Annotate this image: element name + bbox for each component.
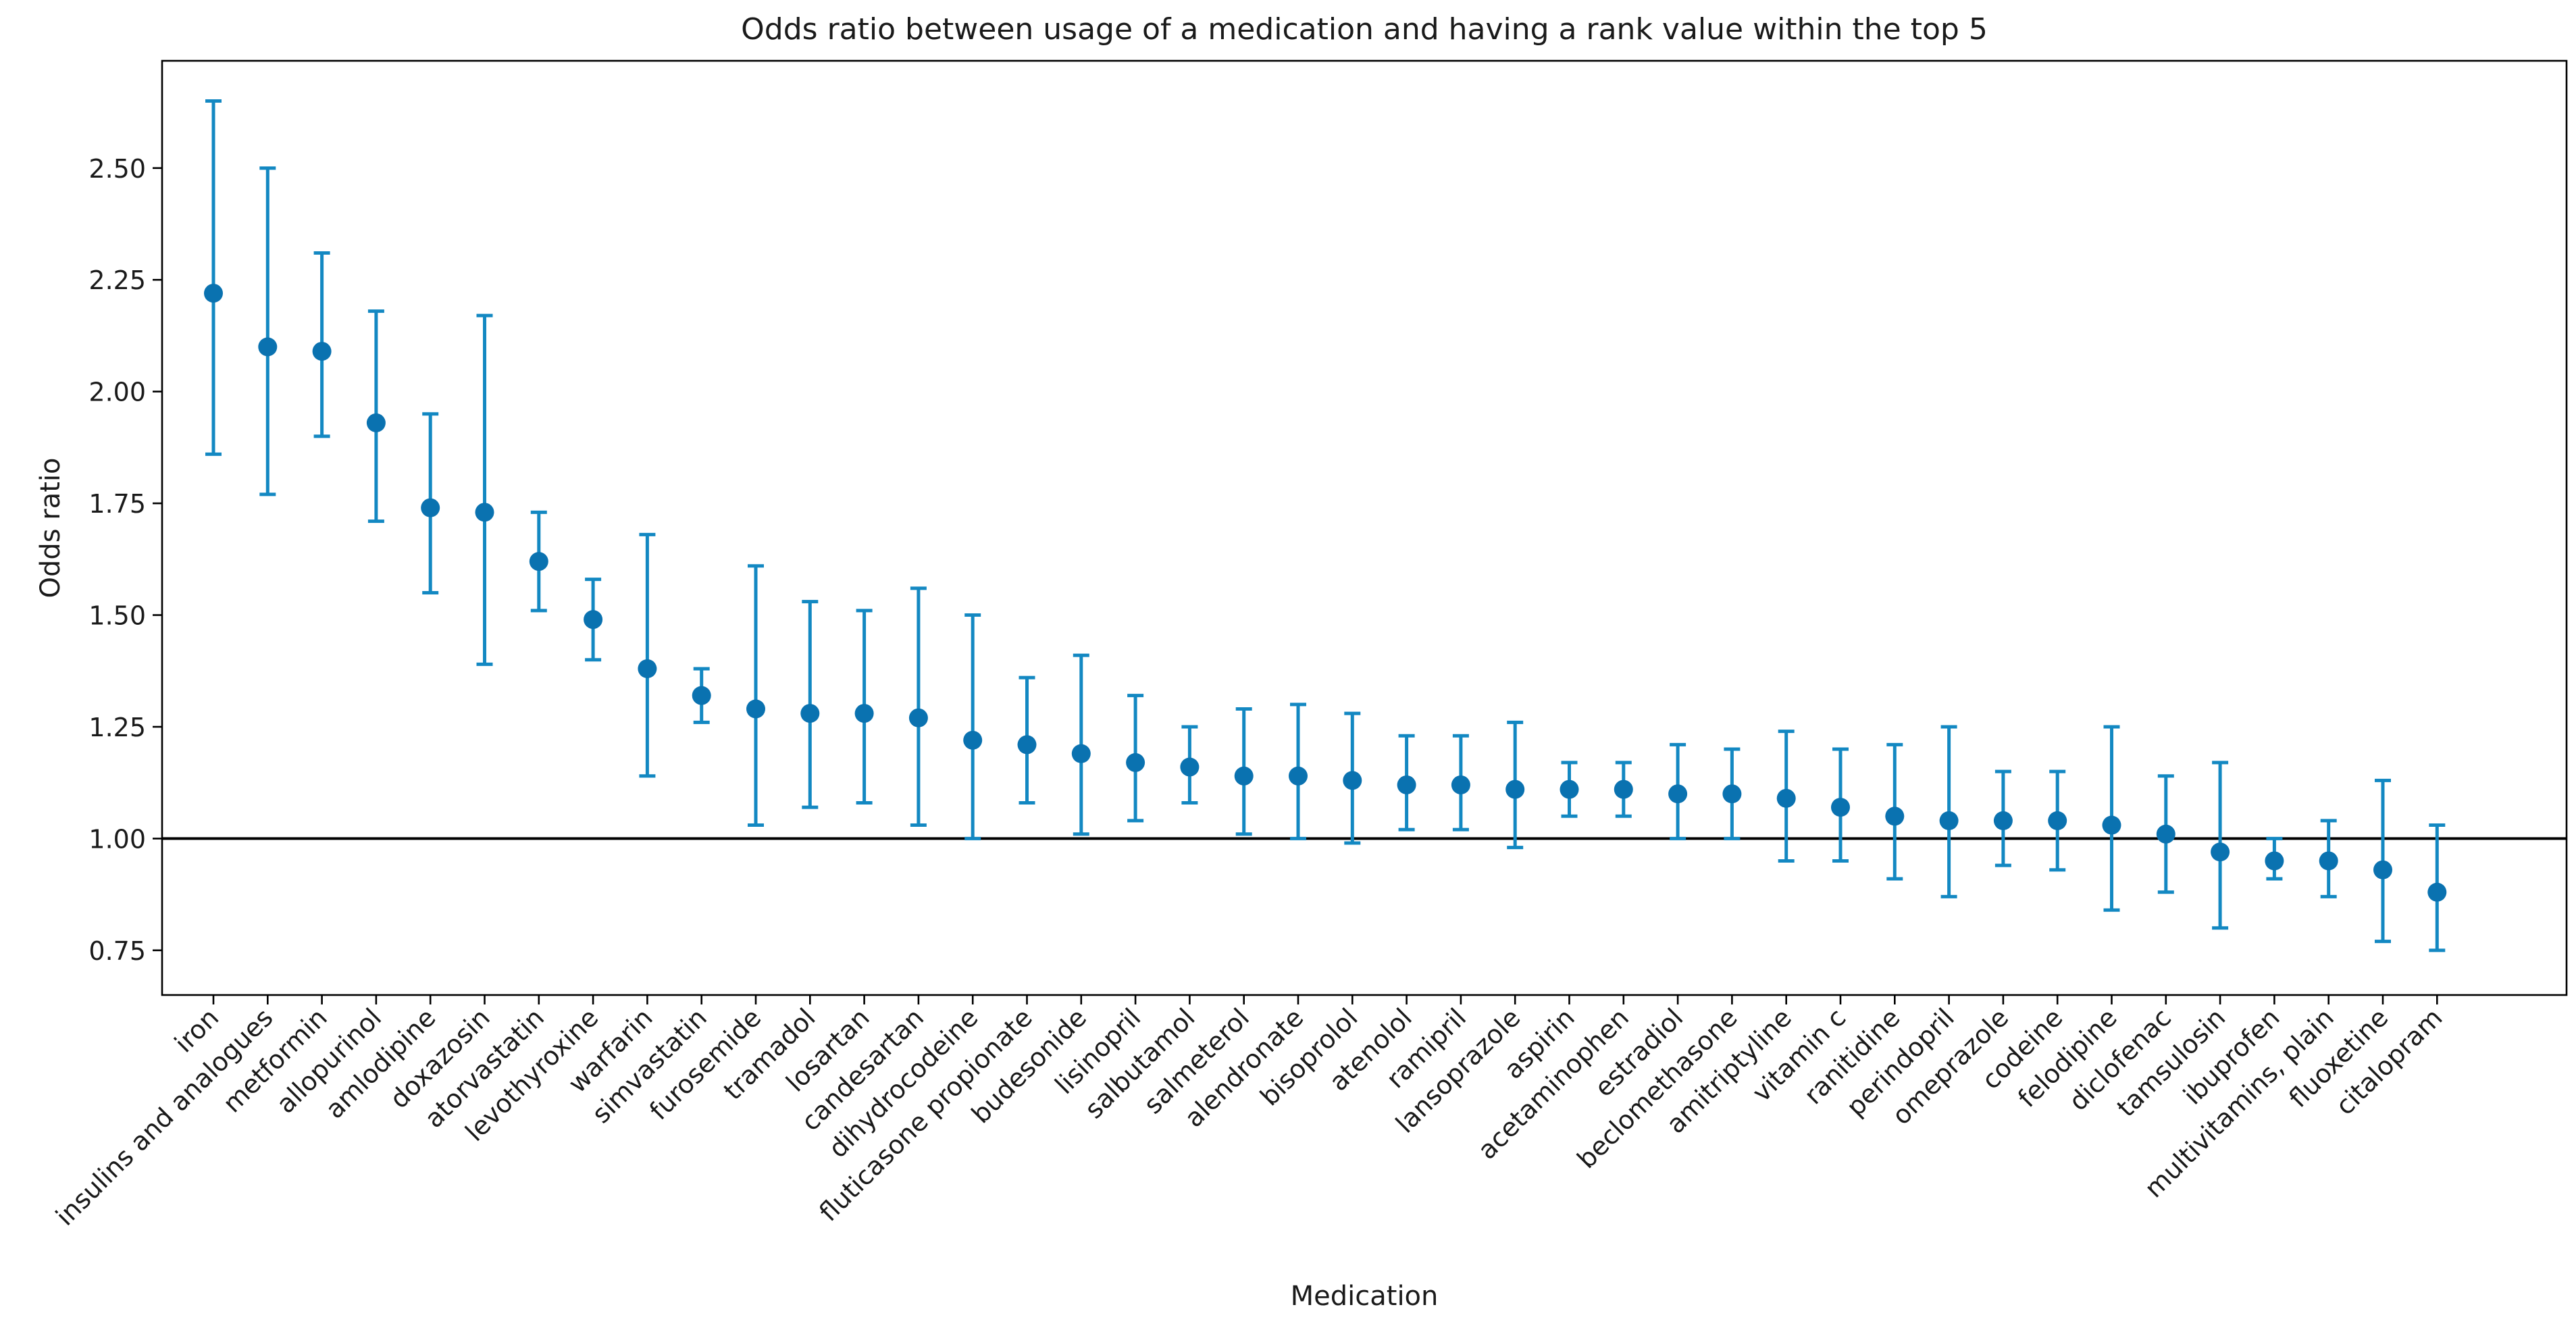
data-point xyxy=(692,686,711,705)
data-point xyxy=(475,503,494,522)
chart-title: Odds ratio between usage of a medication… xyxy=(741,12,1988,47)
data-point xyxy=(746,699,765,719)
y-tick-label: 0.75 xyxy=(88,936,146,966)
data-point xyxy=(1505,780,1525,799)
data-point xyxy=(1017,735,1037,755)
data-point xyxy=(204,284,223,303)
data-point xyxy=(2319,851,2338,871)
data-point xyxy=(2373,860,2392,879)
y-tick-label: 1.00 xyxy=(88,824,146,854)
data-point xyxy=(1560,780,1579,799)
data-point xyxy=(1126,753,1145,772)
data-point xyxy=(1776,788,1796,808)
errorbar xyxy=(964,613,981,840)
errorbar xyxy=(205,99,222,456)
y-tick-label: 1.25 xyxy=(88,713,146,742)
data-point xyxy=(1722,784,1742,804)
x-axis-label: Medication xyxy=(1291,1281,1439,1312)
data-point xyxy=(638,659,657,678)
y-tick-label: 1.75 xyxy=(88,489,146,519)
data-point xyxy=(366,413,386,432)
data-point xyxy=(1993,811,2013,830)
data-point xyxy=(2102,815,2121,835)
errorbar xyxy=(476,313,493,666)
data-point xyxy=(258,337,278,357)
data-point xyxy=(1614,780,1633,799)
y-tick-label: 2.50 xyxy=(88,154,146,184)
y-axis-ticks: 0.75 1.00 1.25 1.50 1.75 2.00 2.25 2.50 xyxy=(88,154,162,966)
data-point xyxy=(963,730,983,750)
data-point xyxy=(908,708,928,728)
data-point xyxy=(1939,811,1959,830)
data-point xyxy=(529,552,548,571)
data-point xyxy=(421,498,440,517)
points-layer xyxy=(204,284,2447,902)
errorbar xyxy=(910,586,927,827)
y-tick-label: 2.25 xyxy=(88,265,146,295)
data-point xyxy=(2265,851,2284,871)
data-point xyxy=(1885,807,1905,826)
data-point xyxy=(2156,824,2175,844)
errorbar xyxy=(748,564,764,827)
data-point xyxy=(1071,744,1091,763)
data-point xyxy=(854,704,874,723)
x-tick-label: insulins and analogues xyxy=(50,1002,279,1231)
y-axis-label: Odds ratio xyxy=(35,457,66,598)
y-tick-label: 2.00 xyxy=(88,378,146,407)
data-point xyxy=(312,342,332,361)
errorbar xyxy=(639,532,656,778)
data-point xyxy=(800,704,820,723)
data-point xyxy=(1343,771,1362,790)
data-point xyxy=(2211,842,2230,862)
data-point xyxy=(1451,775,1470,794)
data-point xyxy=(584,610,603,630)
data-point xyxy=(1234,766,1254,786)
data-point xyxy=(1831,798,1850,817)
data-point xyxy=(1397,775,1416,794)
data-point xyxy=(2427,882,2447,902)
plot-frame xyxy=(161,59,2568,996)
errorbar xyxy=(259,166,276,496)
data-point xyxy=(1180,757,1200,777)
y-tick-label: 1.50 xyxy=(88,601,146,631)
data-point xyxy=(2048,811,2067,830)
data-point xyxy=(1289,766,1308,786)
data-point xyxy=(1668,784,1688,804)
